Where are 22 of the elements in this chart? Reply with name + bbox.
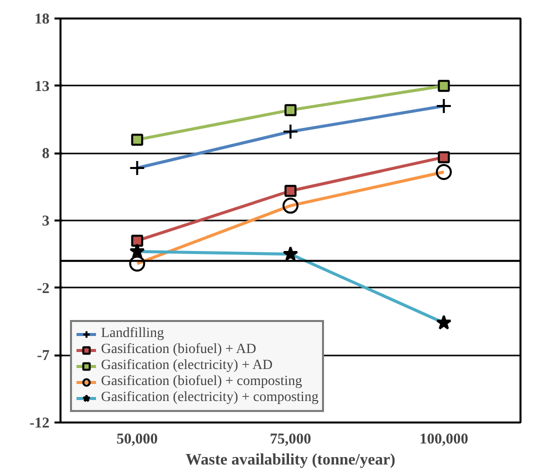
legend-label: Gasification (biofuel) + composting <box>101 374 302 390</box>
y-tick-label: -7 <box>37 348 50 364</box>
y-tick-label: 3 <box>42 214 50 230</box>
point <box>438 151 450 164</box>
y-tick-label: 18 <box>34 12 50 28</box>
y-tick-label: 13 <box>34 78 50 95</box>
point <box>438 80 450 92</box>
legend-label: Gasification (electricity) + AD <box>101 358 273 374</box>
legend-label: Gasification (electricity) + composting <box>101 390 318 406</box>
y-tick-label: 8 <box>42 146 50 162</box>
x-tick-label: 75,000 <box>270 432 312 448</box>
y-tick-label: -2 <box>37 280 50 297</box>
point <box>131 134 144 146</box>
x-tick-label: 50,000 <box>116 432 158 448</box>
legend-label: Landfilling <box>101 326 164 342</box>
point <box>131 234 144 247</box>
point <box>284 184 296 197</box>
y-tick-label: -12 <box>30 416 50 432</box>
x-axis-title: Waste availability (tonne/year) <box>186 452 396 468</box>
point <box>284 104 296 116</box>
legend-label: Gasification (biofuel) + AD <box>101 342 256 358</box>
x-tick-label: 100,000 <box>419 432 468 448</box>
